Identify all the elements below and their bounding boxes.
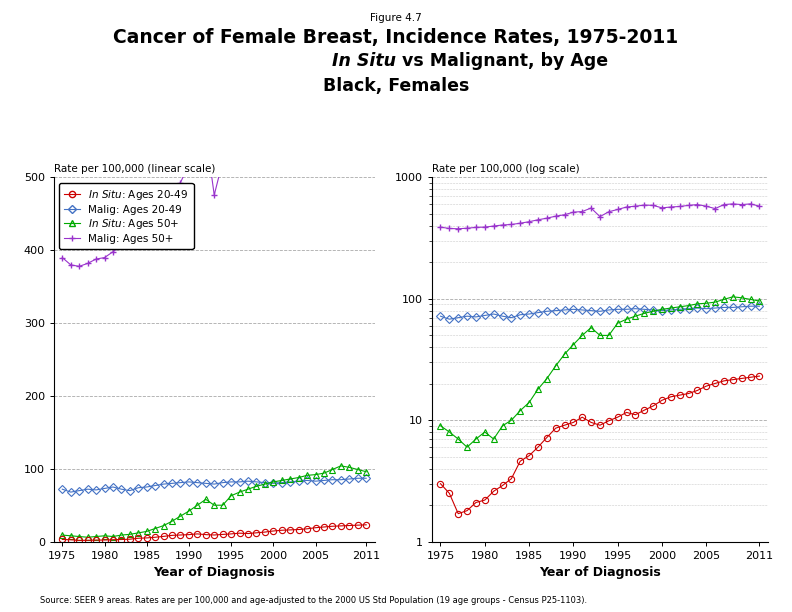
Text: Rate per 100,000 (linear scale): Rate per 100,000 (linear scale) <box>54 165 215 174</box>
Text: In Situ: In Situ <box>332 52 396 70</box>
X-axis label: Year of Diagnosis: Year of Diagnosis <box>539 566 661 579</box>
Text: vs Malignant, by Age: vs Malignant, by Age <box>396 52 608 70</box>
X-axis label: Year of Diagnosis: Year of Diagnosis <box>154 566 275 579</box>
Legend: $\it{In\ Situ}$: Ages 20-49, Malig: Ages 20-49, $\it{In\ Situ}$: Ages 50+, Malig: $\it{In\ Situ}$: Ages 20-49, Malig: Ages… <box>59 183 193 249</box>
Text: Source: SEER 9 areas. Rates are per 100,000 and age-adjusted to the 2000 US Std : Source: SEER 9 areas. Rates are per 100,… <box>40 595 587 605</box>
Text: Black, Females: Black, Females <box>323 76 469 94</box>
Text: Figure 4.7: Figure 4.7 <box>370 13 422 23</box>
Text: Cancer of Female Breast, Incidence Rates, 1975-2011: Cancer of Female Breast, Incidence Rates… <box>113 28 679 47</box>
Text: Rate per 100,000 (log scale): Rate per 100,000 (log scale) <box>432 165 579 174</box>
